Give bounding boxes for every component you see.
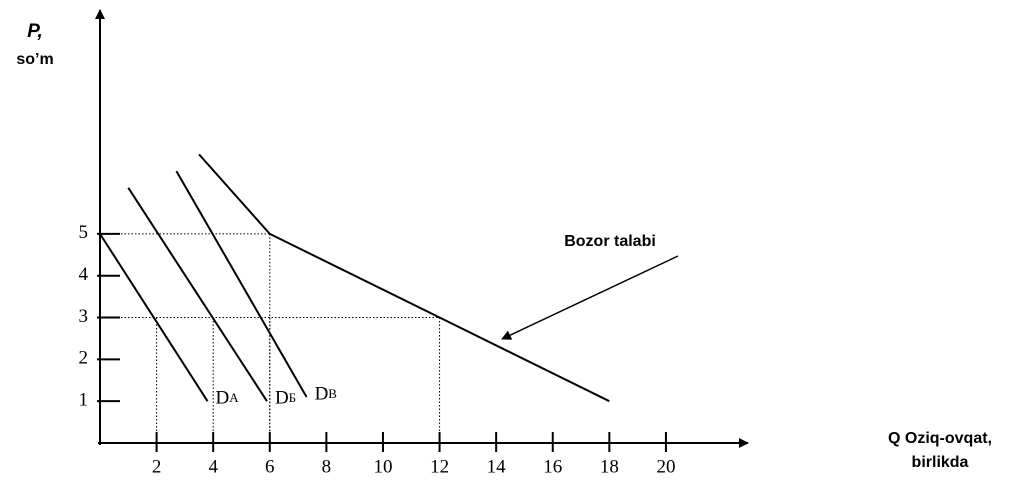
x-tick-label: 10 — [373, 456, 392, 477]
y-axis-label: so’m — [16, 51, 53, 68]
demand-line — [175, 170, 308, 398]
x-tick-label: 6 — [265, 456, 275, 477]
demand-line — [99, 233, 209, 402]
y-axis-label: P, — [27, 21, 43, 42]
x-tick-label: 12 — [430, 456, 449, 477]
y-tick-label: 1 — [79, 390, 89, 411]
x-tick-label: 8 — [322, 456, 332, 477]
annotation: Bozor talabi — [564, 233, 656, 250]
x-axis-label: Q Oziq-ovqat, — [888, 430, 992, 447]
x-axis-label: birlikda — [912, 454, 969, 471]
series-label: DB — [315, 383, 338, 404]
x-tick-label: 18 — [600, 456, 619, 477]
x-tick-label: 2 — [152, 456, 162, 477]
y-tick-label: 4 — [79, 264, 89, 285]
x-tick-label: 4 — [208, 456, 218, 477]
x-tick-label: 14 — [487, 456, 507, 477]
demand-line — [127, 187, 268, 402]
x-tick-label: 16 — [543, 456, 562, 477]
y-tick-label: 3 — [79, 306, 89, 327]
y-tick-label: 5 — [79, 222, 89, 243]
y-tick-label: 2 — [79, 348, 89, 369]
annotation-arrow — [501, 255, 679, 340]
x-tick-label: 20 — [656, 456, 675, 477]
series-label: DБ — [275, 388, 296, 409]
demand-line — [198, 153, 610, 403]
series-label: DA — [216, 388, 240, 409]
